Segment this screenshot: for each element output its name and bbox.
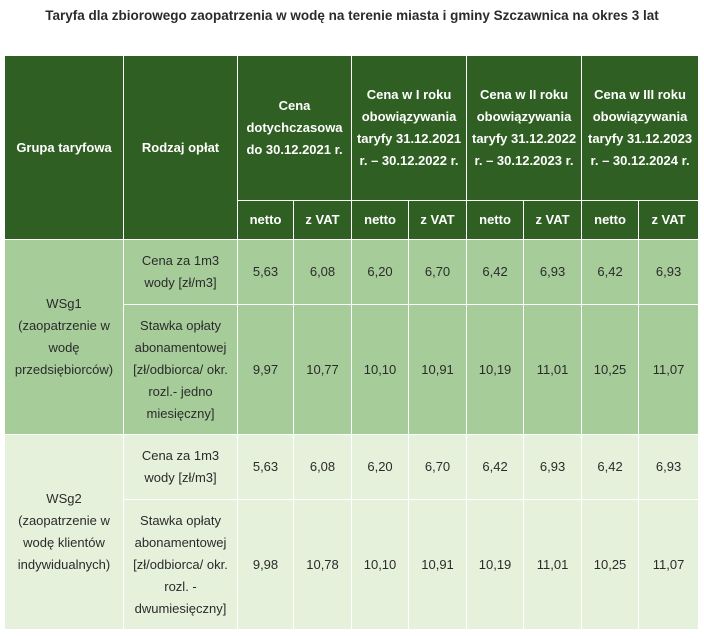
- header-period-current: Cena dotychczasowa do 30.12.2021 r.: [236, 55, 353, 201]
- header-row: Grupa taryfowa Rodzaj opłat Cena dotychc…: [4, 55, 700, 240]
- header-netto: netto: [581, 200, 640, 240]
- value-cell: 10,91: [408, 499, 468, 630]
- table-row: WSg1 (zaopatrzenie w wodę przedsiębiorcó…: [4, 239, 700, 435]
- value-cell: 5,63: [237, 434, 294, 500]
- value-cell: 6,70: [408, 239, 468, 305]
- value-cell: 6,42: [581, 239, 640, 305]
- fee-type-cell: Stawka opłaty abonamentowej [zł/odbiorca…: [123, 304, 238, 435]
- header-netto: netto: [237, 200, 294, 240]
- value-cell: 6,42: [466, 434, 525, 500]
- value-cell: 10,10: [351, 304, 410, 435]
- value-cell: 11,01: [523, 499, 583, 630]
- fee-type-cell: Cena za 1m3 wody [zł/m3]: [123, 239, 238, 305]
- fee-type-cell: Cena za 1m3 wody [zł/m3]: [123, 434, 238, 500]
- value-cell: 9,97: [237, 304, 294, 435]
- group-name-wsg1: WSg1 (zaopatrzenie w wodę przedsiębiorcó…: [4, 239, 124, 435]
- value-cell: 11,01: [523, 304, 583, 435]
- header-period-year-2: Cena w II roku obowiązywania taryfy 31.1…: [466, 55, 583, 201]
- header-vat: z VAT: [523, 200, 583, 240]
- value-cell: 6,42: [581, 434, 640, 500]
- header-vat: z VAT: [292, 200, 353, 240]
- value-cell: 6,93: [638, 239, 700, 305]
- header-vat: z VAT: [408, 200, 468, 240]
- value-cell: 6,08: [292, 434, 353, 500]
- page-title: Taryfa dla zbiorowego zaopatrzenia w wod…: [45, 8, 659, 23]
- value-cell: 6,42: [466, 239, 525, 305]
- value-cell: 10,25: [581, 304, 640, 435]
- value-cell: 10,77: [292, 304, 353, 435]
- value-cell: 10,19: [466, 304, 525, 435]
- subheader-row: netto z VAT netto z VAT netto z VAT nett…: [5, 200, 700, 240]
- header-fee-type: Rodzaj opłat: [123, 55, 238, 240]
- value-cell: 11,07: [638, 304, 700, 435]
- table-row: Stawka opłaty abonamentowej [zł/odbiorca…: [5, 499, 700, 630]
- fee-type-cell: Stawka opłaty abonamentowej [zł/odbiorca…: [123, 499, 238, 630]
- value-cell: 6,93: [638, 434, 700, 500]
- value-cell: 10,19: [466, 499, 525, 630]
- tariff-table: Grupa taryfowa Rodzaj opłat Cena dotychc…: [4, 55, 700, 630]
- value-cell: 10,78: [292, 499, 353, 630]
- header-period-year-3: Cena w III roku obowiązywania taryfy 31.…: [581, 55, 700, 201]
- header-netto: netto: [351, 200, 410, 240]
- value-cell: 6,20: [351, 434, 410, 500]
- header-group: Grupa taryfowa: [4, 55, 124, 240]
- value-cell: 5,63: [237, 239, 294, 305]
- table-row: WSg2 (zaopatrzenie w wodę klientów indyw…: [4, 434, 700, 630]
- header-vat: z VAT: [638, 200, 700, 240]
- value-cell: 10,91: [408, 304, 468, 435]
- value-cell: 9,98: [237, 499, 294, 630]
- value-cell: 10,10: [351, 499, 410, 630]
- value-cell: 6,70: [408, 434, 468, 500]
- value-cell: 6,93: [523, 434, 583, 500]
- value-cell: 10,25: [581, 499, 640, 630]
- header-period-year-1: Cena w I roku obowiązywania taryfy 31.12…: [351, 55, 468, 201]
- value-cell: 11,07: [638, 499, 700, 630]
- value-cell: 6,20: [351, 239, 410, 305]
- value-cell: 6,08: [292, 239, 353, 305]
- table-row: Stawka opłaty abonamentowej [zł/odbiorca…: [5, 304, 700, 435]
- header-netto: netto: [466, 200, 525, 240]
- value-cell: 6,93: [523, 239, 583, 305]
- group-name-wsg2: WSg2 (zaopatrzenie w wodę klientów indyw…: [4, 434, 124, 630]
